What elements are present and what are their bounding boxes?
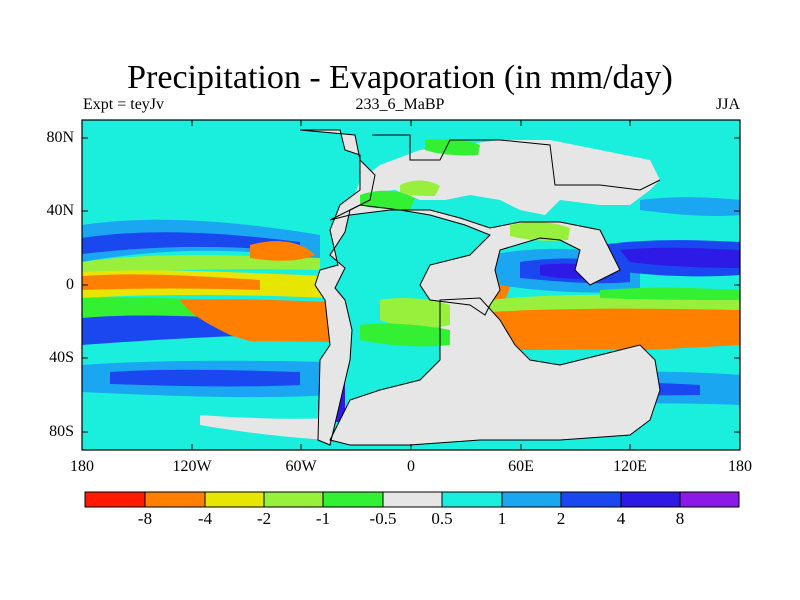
colorbar-box xyxy=(84,491,146,508)
colorbar-box xyxy=(620,491,681,508)
colorbar-box xyxy=(204,491,265,508)
colorbar-label: 0.5 xyxy=(431,509,453,528)
experiment-label: Expt = teyJv xyxy=(83,96,165,113)
colorbar-box xyxy=(144,491,206,508)
lon-tick-label: 60W xyxy=(285,458,317,475)
lon-tick-label: 60E xyxy=(508,458,534,475)
colorbar-label: 8 xyxy=(675,509,685,528)
colorbar-label: -8 xyxy=(137,509,153,528)
tick-marks xyxy=(81,120,741,450)
lon-tick-label: 120W xyxy=(172,458,212,475)
colorbar-box xyxy=(441,491,503,508)
plot-title: Precipitation - Evaporation (in mm/day) xyxy=(127,59,673,96)
lat-tick-label: 40N xyxy=(46,202,74,219)
colorbar-box xyxy=(501,491,562,508)
coastline-layer xyxy=(299,129,661,446)
time-label: 233_6_MaBP xyxy=(355,96,445,113)
lon-tick-label: 0 xyxy=(407,458,415,475)
lat-tick-label: 40S xyxy=(49,349,74,366)
lon-tick-label: 120E xyxy=(613,458,647,475)
field-layer xyxy=(82,120,740,450)
colorbar-box xyxy=(560,491,622,508)
colorbar xyxy=(84,491,740,508)
colorbar-label: 1 xyxy=(497,509,507,528)
colorbar-label: 2 xyxy=(556,509,566,528)
lat-tick-label: 80S xyxy=(49,423,74,440)
colorbar-label: -0.5 xyxy=(369,509,397,528)
colorbar-label: -1 xyxy=(315,509,331,528)
colorbar-box xyxy=(679,491,740,508)
colorbar-label: -4 xyxy=(197,509,213,528)
colorbar-box xyxy=(322,491,384,508)
colorbar-label: 4 xyxy=(616,509,626,528)
lat-tick-label: 80N xyxy=(46,129,74,146)
colorbar-box xyxy=(382,491,443,508)
season-label: JJA xyxy=(715,96,740,113)
lat-tick-label: 0 xyxy=(66,276,74,293)
colorbar-box xyxy=(263,491,324,508)
lon-tick-label: 180 xyxy=(728,458,752,475)
lon-tick-label: 180 xyxy=(70,458,94,475)
colorbar-label: -2 xyxy=(256,509,272,528)
